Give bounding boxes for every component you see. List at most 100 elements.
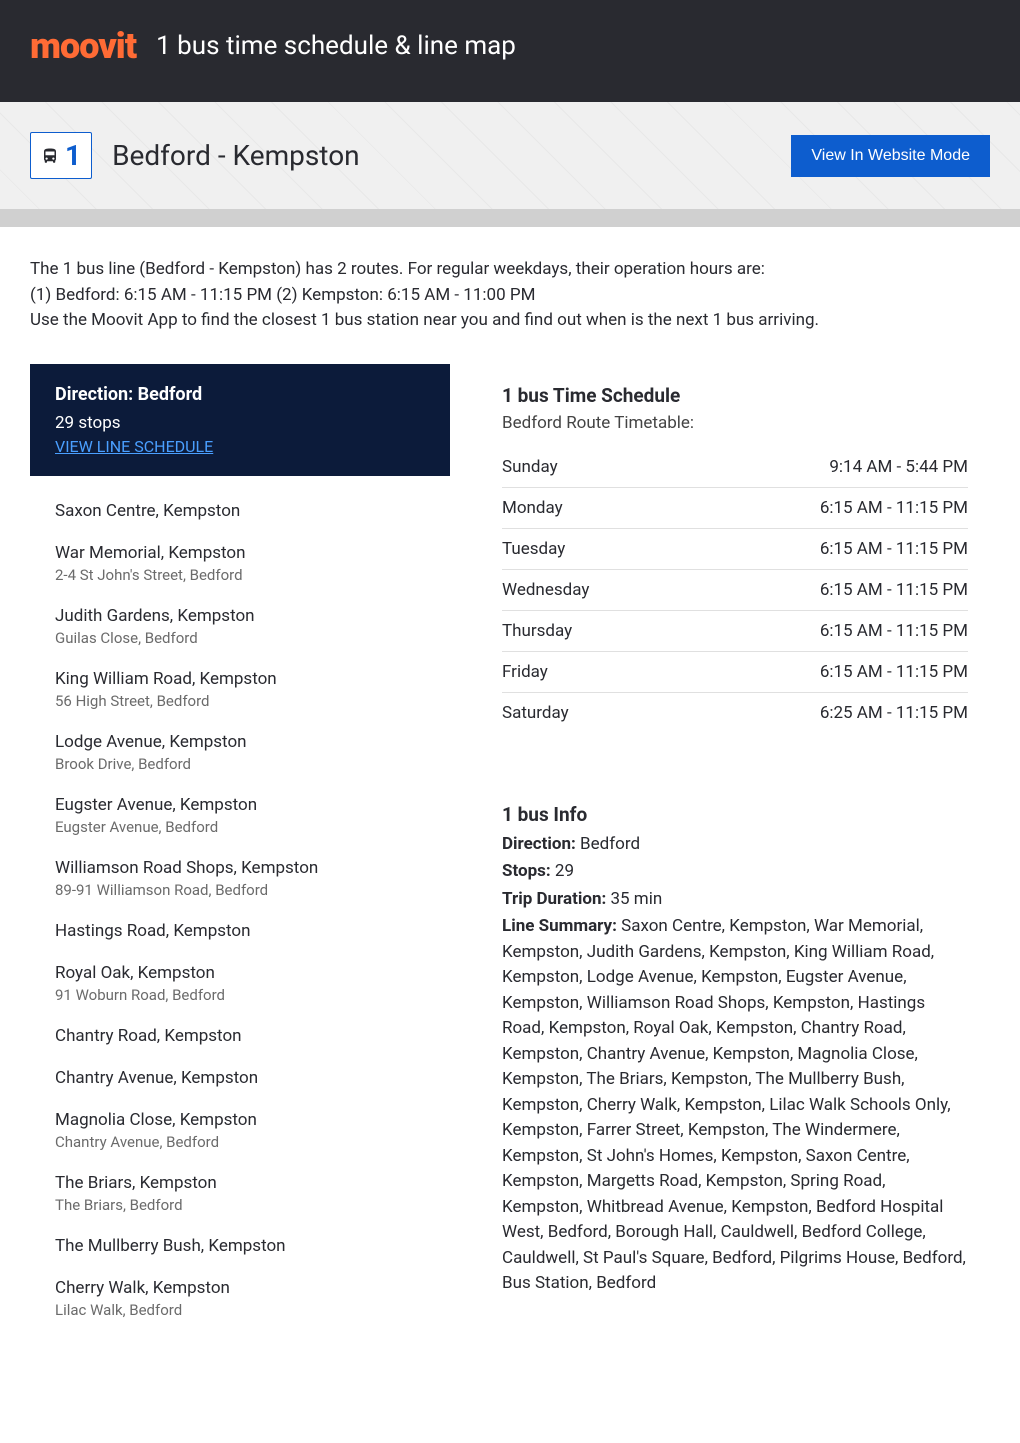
- direction-box: Direction: Bedford 29 stops VIEW LINE SC…: [30, 364, 450, 476]
- divider: [0, 209, 1020, 227]
- stop-item: Cherry Walk, Kempston Lilac Walk, Bedford: [55, 1278, 425, 1319]
- timetable-day: Thursday: [502, 621, 572, 641]
- stop-item: Lodge Avenue, Kempston Brook Drive, Bedfo…: [55, 732, 425, 773]
- timetable-hours: 6:15 AM - 11:15 PM: [820, 539, 968, 559]
- bus-icon: [41, 147, 59, 165]
- intro-line-3: Use the Moovit App to find the closest 1…: [30, 308, 990, 334]
- right-column: 1 bus Time Schedule Bedford Route Timeta…: [480, 364, 990, 1351]
- timetable-day: Saturday: [502, 703, 569, 723]
- businfo-summary: Line Summary: Saxon Centre, Kempston, Wa…: [502, 914, 968, 1297]
- timetable-day: Wednesday: [502, 580, 589, 600]
- timetable-row: Wednesday 6:15 AM - 11:15 PM: [502, 570, 968, 611]
- stop-name: Cherry Walk, Kempston: [55, 1278, 425, 1298]
- timetable-hours: 6:25 AM - 11:15 PM: [820, 703, 968, 723]
- website-mode-button[interactable]: View In Website Mode: [791, 135, 990, 177]
- content-columns: Direction: Bedford 29 stops VIEW LINE SC…: [0, 364, 1020, 1381]
- timetable-day: Tuesday: [502, 539, 565, 559]
- map-background: 1 Bedford - Kempston View In Website Mod…: [0, 102, 1020, 227]
- stop-name: Lodge Avenue, Kempston: [55, 732, 425, 752]
- stop-name: Chantry Avenue, Kempston: [55, 1068, 425, 1088]
- timetable-row: Monday 6:15 AM - 11:15 PM: [502, 488, 968, 529]
- route-badge: 1: [30, 132, 92, 179]
- businfo-direction-label: Direction:: [502, 834, 576, 854]
- route-header: 1 Bedford - Kempston View In Website Mod…: [30, 132, 990, 179]
- stop-item: Williamson Road Shops, Kempston 89-91 Wil…: [55, 858, 425, 899]
- timetable-row: Sunday 9:14 AM - 5:44 PM: [502, 447, 968, 488]
- businfo-box: 1 bus Info Direction: Bedford Stops: 29 …: [480, 783, 990, 1317]
- timetable-hours: 9:14 AM - 5:44 PM: [829, 457, 968, 477]
- stop-address: 56 High Street, Bedford: [55, 692, 425, 710]
- stop-name: Eugster Avenue, Kempston: [55, 795, 425, 815]
- businfo-duration-value: 35 min: [610, 889, 662, 909]
- stop-address: Eugster Avenue, Bedford: [55, 818, 425, 836]
- header: moovit 1 bus time schedule & line map: [0, 0, 1020, 102]
- timetable-title: 1 bus Time Schedule: [502, 384, 968, 407]
- stop-item: King William Road, Kempston 56 High Stree…: [55, 669, 425, 710]
- logo: moovit: [30, 25, 136, 67]
- timetable-hours: 6:15 AM - 11:15 PM: [820, 621, 968, 641]
- businfo-summary-value: Saxon Centre, Kempston, War Memorial, Ke…: [502, 916, 966, 1293]
- stop-item: The Briars, Kempston The Briars, Bedford: [55, 1173, 425, 1214]
- timetable-hours: 6:15 AM - 11:15 PM: [820, 498, 968, 518]
- stop-address: Chantry Avenue, Bedford: [55, 1133, 425, 1151]
- stop-item: Judith Gardens, Kempston Guilas Close, Be…: [55, 606, 425, 647]
- stop-item: Magnolia Close, Kempston Chantry Avenue, …: [55, 1110, 425, 1151]
- stop-name: Judith Gardens, Kempston: [55, 606, 425, 626]
- intro-line-2: (1) Bedford: 6:15 AM - 11:15 PM (2) Kemp…: [30, 283, 990, 309]
- businfo-stops-value: 29: [555, 861, 574, 881]
- stop-name: Chantry Road, Kempston: [55, 1026, 425, 1046]
- stop-name: King William Road, Kempston: [55, 669, 425, 689]
- stop-name: The Mullberry Bush, Kempston: [55, 1236, 425, 1256]
- timetable-day: Sunday: [502, 457, 558, 477]
- stop-item: Chantry Road, Kempston: [55, 1026, 425, 1046]
- timetable-day: Monday: [502, 498, 563, 518]
- stop-address: Brook Drive, Bedford: [55, 755, 425, 773]
- stop-item: The Mullberry Bush, Kempston: [55, 1236, 425, 1256]
- route-header-left: 1 Bedford - Kempston: [30, 132, 360, 179]
- intro-text: The 1 bus line (Bedford - Kempston) has …: [0, 227, 1020, 364]
- stop-address: 89-91 Williamson Road, Bedford: [55, 881, 425, 899]
- stop-address: 91 Woburn Road, Bedford: [55, 986, 425, 1004]
- timetable-row: Tuesday 6:15 AM - 11:15 PM: [502, 529, 968, 570]
- stop-name: Royal Oak, Kempston: [55, 963, 425, 983]
- businfo-stops: Stops: 29: [502, 859, 968, 885]
- timetable-row: Thursday 6:15 AM - 11:15 PM: [502, 611, 968, 652]
- stop-name: Magnolia Close, Kempston: [55, 1110, 425, 1130]
- businfo-duration-label: Trip Duration:: [502, 889, 606, 909]
- stop-name: The Briars, Kempston: [55, 1173, 425, 1193]
- stop-item: Saxon Centre, Kempston: [55, 501, 425, 521]
- intro-line-1: The 1 bus line (Bedford - Kempston) has …: [30, 257, 990, 283]
- stop-name: Saxon Centre, Kempston: [55, 501, 425, 521]
- route-number: 1: [65, 139, 81, 172]
- businfo-duration: Trip Duration: 35 min: [502, 887, 968, 913]
- stops-list: Saxon Centre, Kempston War Memorial, Kemp…: [30, 476, 450, 1351]
- stop-item: Hastings Road, Kempston: [55, 921, 425, 941]
- timetable-row: Friday 6:15 AM - 11:15 PM: [502, 652, 968, 693]
- direction-stops-count: 29 stops: [55, 413, 425, 433]
- direction-title: Direction: Bedford: [55, 384, 425, 405]
- timetable-hours: 6:15 AM - 11:15 PM: [820, 662, 968, 682]
- stop-item: War Memorial, Kempston 2-4 St John's Stre…: [55, 543, 425, 584]
- timetable-row: Saturday 6:25 AM - 11:15 PM: [502, 693, 968, 733]
- stop-item: Royal Oak, Kempston 91 Woburn Road, Bedfo…: [55, 963, 425, 1004]
- header-title: 1 bus time schedule & line map: [156, 31, 516, 61]
- timetable-day: Friday: [502, 662, 548, 682]
- view-schedule-link[interactable]: VIEW LINE SCHEDULE: [55, 437, 213, 456]
- stop-address: 2-4 St John's Street, Bedford: [55, 566, 425, 584]
- stop-name: Hastings Road, Kempston: [55, 921, 425, 941]
- timetable-box: 1 bus Time Schedule Bedford Route Timeta…: [480, 364, 990, 753]
- timetable-hours: 6:15 AM - 11:15 PM: [820, 580, 968, 600]
- stop-address: Guilas Close, Bedford: [55, 629, 425, 647]
- businfo-title: 1 bus Info: [502, 803, 968, 826]
- left-column: Direction: Bedford 29 stops VIEW LINE SC…: [30, 364, 450, 1351]
- stop-name: War Memorial, Kempston: [55, 543, 425, 563]
- businfo-direction: Direction: Bedford: [502, 832, 968, 858]
- route-name: Bedford - Kempston: [112, 139, 360, 172]
- timetable: Sunday 9:14 AM - 5:44 PM Monday 6:15 AM - 1…: [502, 447, 968, 733]
- timetable-subtitle: Bedford Route Timetable:: [502, 413, 968, 433]
- stop-address: The Briars, Bedford: [55, 1196, 425, 1214]
- stop-item: Eugster Avenue, Kempston Eugster Avenue, …: [55, 795, 425, 836]
- businfo-direction-value: Bedford: [580, 834, 640, 854]
- stop-name: Williamson Road Shops, Kempston: [55, 858, 425, 878]
- stop-address: Lilac Walk, Bedford: [55, 1301, 425, 1319]
